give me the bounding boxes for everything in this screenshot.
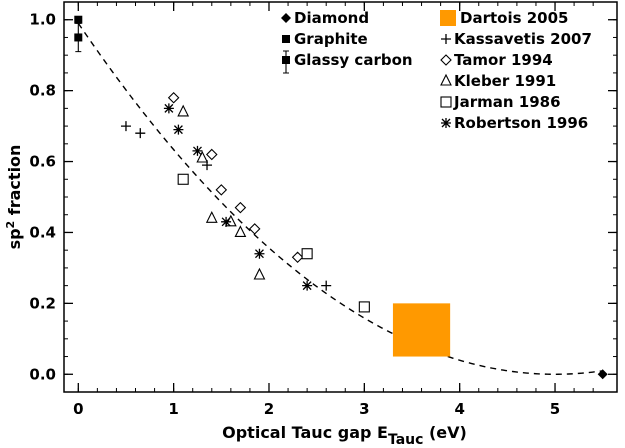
kleber-1991-point (253, 267, 266, 280)
robertson-1996-point (192, 145, 203, 156)
robertson-1996-point (163, 103, 174, 114)
legend-label-robertson-1996: Robertson 1996 (454, 114, 588, 132)
x-tick-label: 5 (550, 400, 560, 418)
x-tick-label: 2 (264, 400, 274, 418)
x-tick-label: 0 (73, 400, 83, 418)
robertson-1996-point (173, 124, 184, 135)
kleber-1991-point (196, 150, 209, 163)
y-tick-label: 0.0 (29, 365, 56, 383)
tamor-1994-point (215, 184, 228, 196)
legend-marker-tamor-1994 (440, 54, 452, 66)
kassavetis-2007-point (120, 121, 131, 132)
axis-ticks: 0 1 2 3 4 5 0.0 0.2 0.4 0.6 0.8 1.0 (29, 2, 617, 418)
glassy-carbon-point (74, 33, 83, 42)
legend-label-jarman-1986: Jarman 1986 (453, 93, 561, 111)
legend-marker-robertson-1996 (441, 118, 451, 128)
legend-label-diamond: Diamond (294, 9, 369, 27)
robertson-1996-point (302, 280, 313, 291)
legend-swatch-dartois-2005 (440, 10, 456, 26)
kleber-1991-point (234, 225, 247, 238)
kassavetis-2007-point (321, 280, 332, 291)
y-axis-label: sp2 fraction (4, 145, 24, 250)
tamor-1994-point (234, 201, 247, 214)
x-tick-label: 1 (168, 400, 178, 418)
x-tick-label: 4 (454, 400, 464, 418)
fit-curve (77, 22, 603, 375)
x-tick-label: 3 (359, 400, 369, 418)
legend-marker-kassavetis-2007 (441, 34, 451, 44)
diamond-point (597, 369, 608, 380)
legend-marker-graphite (282, 35, 290, 43)
y-tick-label: 0.4 (29, 223, 56, 241)
jarman-1986-point (301, 248, 313, 260)
legend: Diamond Graphite Glassy carbon Dartois 2005… (281, 9, 592, 132)
legend-label-graphite: Graphite (294, 30, 368, 48)
x-axis-label: Optical Tauc gap ETauc (eV) (222, 423, 467, 448)
tamor-1994-point (248, 223, 261, 235)
legend-marker-jarman-1986 (440, 96, 452, 108)
legend-marker-kleber-1991 (440, 73, 452, 86)
jarman-1986-point (358, 301, 370, 313)
fit-curve-line (77, 22, 603, 375)
legend-marker-diamond (281, 13, 291, 23)
data-marks (74, 15, 608, 380)
y-tick-label: 0.6 (29, 153, 56, 171)
legend-marker-glassy-carbon (282, 56, 290, 64)
tamor-1994-point (206, 148, 218, 161)
legend-label-kassavetis-2007: Kassavetis 2007 (454, 30, 592, 48)
robertson-1996-point (221, 216, 232, 227)
graphite-point (74, 15, 83, 24)
tamor-1994-point (291, 251, 304, 264)
legend-label-glassy-carbon: Glassy carbon (294, 51, 413, 69)
legend-label-tamor-1994: Tamor 1994 (454, 51, 553, 69)
kleber-1991-point (177, 104, 190, 117)
y-tick-label: 0.2 (29, 294, 56, 312)
y-tick-label: 0.8 (29, 82, 56, 100)
legend-label-kleber-1991: Kleber 1991 (454, 72, 556, 90)
y-tick-label: 1.0 (29, 11, 56, 29)
legend-label-dartois-2005: Dartois 2005 (460, 9, 569, 27)
dartois-2005-region (392, 303, 451, 357)
kleber-1991-point (205, 211, 218, 223)
jarman-1986-point (177, 173, 189, 185)
kassavetis-2007-point (135, 128, 146, 139)
robertson-1996-point (254, 248, 265, 259)
tamor-1994-point (167, 91, 180, 104)
